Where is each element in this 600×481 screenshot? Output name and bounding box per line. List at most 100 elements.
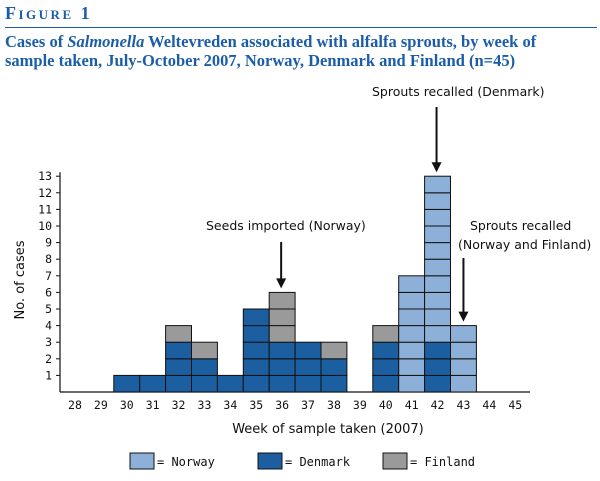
title-part1: Cases of xyxy=(5,32,68,51)
y-tick-label: 11 xyxy=(38,202,52,216)
bar-cell-norway xyxy=(450,341,477,360)
bar-cell-denmark xyxy=(113,374,141,393)
bar-cell-norway xyxy=(424,258,452,277)
bar-cell-denmark xyxy=(242,374,270,393)
y-axis-label: No. of cases xyxy=(13,240,28,319)
bar-cell-denmark xyxy=(294,374,322,393)
legend-swatch-denmark xyxy=(257,452,283,470)
bar-cell-denmark xyxy=(268,374,296,393)
bar-cell-finland xyxy=(268,325,296,343)
bar-cell-denmark xyxy=(191,358,218,376)
bar-cell-denmark xyxy=(372,374,400,393)
x-tick-label: 42 xyxy=(431,398,445,412)
x-tick-label: 41 xyxy=(405,398,419,412)
y-tick-label: 6 xyxy=(45,285,52,299)
x-tick-label: 32 xyxy=(172,398,186,412)
bar-cell-norway xyxy=(450,358,477,376)
x-tick-label: 31 xyxy=(146,398,160,412)
bar-cell-norway xyxy=(450,325,477,343)
bar-cell-denmark xyxy=(372,358,400,376)
x-tick-label: 45 xyxy=(508,398,522,412)
bar-cell-norway xyxy=(424,325,452,343)
bar-cell-denmark xyxy=(242,358,270,376)
title-part2: Weltevreden associated with alfalfa spro… xyxy=(5,32,537,70)
bar-cell-denmark xyxy=(320,374,348,393)
bar-cell-denmark xyxy=(242,341,270,360)
legend-label-norway: = Norway xyxy=(157,455,215,469)
x-tick-label: 40 xyxy=(379,398,393,412)
bar-cell-norway xyxy=(424,275,452,293)
y-tick-label: 1 xyxy=(45,368,52,382)
bar-cell-denmark xyxy=(242,325,270,343)
y-tick-label: 5 xyxy=(45,302,52,316)
x-tick-label: 43 xyxy=(457,398,471,412)
x-tick-label: 36 xyxy=(275,398,289,412)
legend-label-denmark: = Denmark xyxy=(285,455,351,469)
arrow-seeds-imported-head xyxy=(276,278,287,289)
arrow-recall-norway-finland-head xyxy=(458,311,469,322)
x-tick-label: 28 xyxy=(68,398,82,412)
bar-cell-norway xyxy=(424,175,452,194)
bar-cell-denmark xyxy=(320,358,348,376)
bar-cell-denmark xyxy=(165,374,193,393)
legend-swatch-finland xyxy=(382,452,408,470)
bar-cell-denmark xyxy=(165,358,193,376)
bar-cell-denmark xyxy=(165,341,193,360)
annotation-recall-denmark: Sprouts recalled (Denmark) xyxy=(372,84,545,99)
y-tick-label: 3 xyxy=(45,335,52,349)
bar-cell-norway xyxy=(450,374,477,393)
bar-cell-norway xyxy=(424,225,452,244)
x-tick-label: 38 xyxy=(327,398,341,412)
annotation-recall-norway-finland-line1: Sprouts recalled xyxy=(470,218,571,233)
bar-cell-norway xyxy=(398,275,426,293)
bar-cell-norway xyxy=(398,374,426,393)
y-tick-label: 2 xyxy=(45,352,52,366)
annotation-seeds-imported: Seeds imported (Norway) xyxy=(206,218,366,233)
bar-cell-norway xyxy=(398,325,426,343)
y-tick-label: 12 xyxy=(38,186,52,200)
bar-cell-finland xyxy=(268,291,296,310)
bar-cell-finland xyxy=(372,325,400,343)
annotation-recall-norway-finland-line2: (Norway and Finland) xyxy=(458,237,591,252)
bar-cell-denmark xyxy=(191,374,218,393)
bar-cell-finland xyxy=(165,325,193,343)
bar-cell-norway xyxy=(398,291,426,310)
title-rule xyxy=(5,27,597,28)
x-tick-label: 35 xyxy=(249,398,263,412)
bar-cell-denmark xyxy=(268,341,296,360)
bar-cell-norway xyxy=(424,308,452,327)
y-tick-label: 9 xyxy=(45,236,52,250)
bar-cell-denmark xyxy=(294,341,322,360)
bar-cell-norway xyxy=(424,208,452,227)
x-tick-label: 34 xyxy=(223,398,237,412)
x-tick-label: 30 xyxy=(120,398,134,412)
bar-cell-norway xyxy=(398,358,426,376)
bar-cell-norway xyxy=(398,308,426,327)
x-tick-label: 29 xyxy=(94,398,108,412)
title-italic: Salmonella xyxy=(67,32,145,51)
x-tick-label: 44 xyxy=(482,398,496,412)
bar-cell-norway xyxy=(424,291,452,310)
bar-cell-denmark xyxy=(268,358,296,376)
bar-cell-finland xyxy=(268,308,296,327)
bar-cell-denmark xyxy=(294,358,322,376)
legend-swatch-norway xyxy=(129,452,155,470)
y-tick-label: 8 xyxy=(45,252,52,266)
bar-cell-norway xyxy=(424,192,452,210)
x-tick-label: 37 xyxy=(301,398,315,412)
bar-cell-finland xyxy=(320,341,348,360)
bar-cell-norway xyxy=(398,341,426,360)
bar-cell-denmark xyxy=(424,374,452,393)
arrow-recall-denmark-head xyxy=(431,162,442,173)
x-axis-label: Week of sample taken (2007) xyxy=(232,422,424,437)
figure-label: Figure 1 xyxy=(5,3,93,23)
bar-cell-denmark xyxy=(139,374,167,393)
y-tick-label: 13 xyxy=(38,169,52,183)
y-tick-label: 7 xyxy=(45,269,52,283)
bar-cell-denmark xyxy=(424,358,452,376)
y-tick-label: 4 xyxy=(45,319,52,333)
bar-cell-denmark xyxy=(216,374,244,393)
legend-label-finland: = Finland xyxy=(410,455,475,469)
x-tick-label: 39 xyxy=(353,398,367,412)
